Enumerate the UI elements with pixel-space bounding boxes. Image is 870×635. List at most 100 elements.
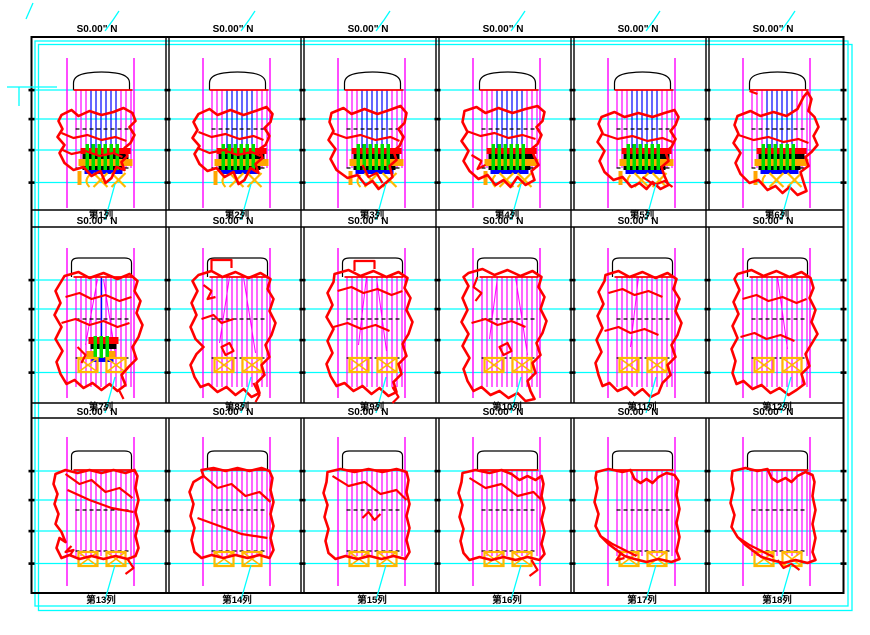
frame-tick	[840, 371, 847, 374]
excavation-line	[76, 346, 87, 364]
crack-line	[85, 278, 98, 346]
frame-tick	[299, 469, 306, 473]
excavation-line	[471, 317, 526, 329]
frame-tick	[434, 529, 441, 533]
excavation-line	[602, 132, 673, 144]
anchor-x	[498, 172, 515, 188]
excavation-line	[353, 259, 376, 271]
anchor-bar	[77, 171, 82, 185]
frame-tick	[164, 88, 171, 92]
anchor-box-x	[78, 551, 98, 567]
excavation-line	[742, 293, 807, 305]
frame-tick	[299, 148, 306, 152]
caption-第8列: 第8列	[225, 401, 249, 413]
green-bar	[109, 144, 113, 172]
frame-tick	[28, 562, 35, 565]
caption-第18列: 第18列	[762, 594, 792, 606]
frame-tick	[704, 469, 711, 473]
frame-tick	[28, 371, 35, 374]
frame-tick	[569, 88, 576, 92]
caption-第1列: 第1列	[89, 209, 113, 221]
green-bar	[374, 144, 378, 172]
excavation-line	[198, 130, 264, 142]
caption-leader	[510, 376, 522, 414]
excavation-outline	[189, 269, 277, 399]
frame-tick	[434, 338, 441, 342]
frame-tick	[434, 562, 441, 565]
frame-tick	[164, 338, 171, 342]
caption-leader	[510, 564, 522, 601]
frame-tick	[28, 278, 35, 282]
header-leader	[240, 10, 256, 32]
caption-leader	[104, 564, 116, 601]
anchor-box-x	[512, 357, 532, 373]
frame-tick	[164, 469, 171, 473]
caption-leader	[645, 376, 657, 414]
anchor-box-x	[754, 357, 774, 373]
excavation-outline	[322, 467, 411, 561]
frame-tick	[164, 562, 171, 565]
anchor-box	[646, 550, 668, 568]
detail-blue-band	[220, 170, 259, 174]
frame-tick	[704, 338, 711, 342]
anchor-box	[753, 356, 775, 374]
excavation-line	[202, 284, 216, 301]
crack-line	[219, 276, 230, 344]
anchor-box	[618, 356, 640, 374]
crack-line	[358, 276, 367, 346]
green-bar	[105, 336, 109, 362]
excavation-line	[67, 488, 134, 514]
excavation-line	[472, 276, 483, 302]
excavation-line	[202, 475, 272, 503]
frame-tick	[299, 88, 306, 92]
frame-tick	[704, 307, 711, 311]
tunnel-crown	[476, 257, 539, 277]
anchor-box	[781, 550, 803, 568]
anchor-bar	[213, 171, 218, 185]
green-bar	[91, 144, 95, 172]
excavation-line	[468, 477, 543, 501]
anchor-x	[786, 172, 803, 188]
excavation-outline	[730, 268, 819, 397]
tunnel-crown	[611, 257, 674, 277]
green-bar	[509, 144, 513, 172]
drawing-frame	[30, 36, 845, 594]
frame-tick	[569, 498, 576, 502]
caption-leader	[375, 376, 387, 414]
caption-第13列: 第13列	[86, 594, 116, 606]
frame-tick	[569, 148, 576, 152]
excavation-line	[337, 285, 403, 297]
tunnel-crown	[748, 71, 807, 90]
tunnel-crown	[341, 450, 404, 470]
panel-第7列	[53, 248, 144, 400]
green-bar	[632, 144, 636, 172]
tunnel-crown	[746, 257, 809, 277]
anchor-x	[246, 172, 263, 188]
anchor-box	[376, 356, 398, 374]
excavation-line	[65, 291, 132, 303]
excavation-outline	[460, 104, 546, 189]
excavation-outline	[188, 466, 275, 560]
green-bar	[85, 144, 89, 172]
panel-第14列	[188, 437, 275, 586]
excavation-outline	[191, 105, 274, 186]
caption-第2列: 第2列	[225, 209, 249, 221]
anchor-bar	[483, 171, 488, 185]
green-bar	[356, 144, 360, 172]
green-bar	[761, 144, 765, 172]
caption-leader	[375, 564, 387, 601]
excavation-line	[604, 325, 659, 337]
green-bar	[785, 144, 789, 172]
frame-tick	[164, 278, 171, 282]
excavation-line	[528, 559, 539, 577]
anchor-box-x	[242, 357, 262, 373]
frame-tick	[434, 148, 441, 152]
anchor-x	[92, 172, 109, 188]
panel-第3列	[327, 58, 408, 208]
caption-第14列: 第14列	[222, 594, 252, 606]
header-leader	[104, 10, 120, 32]
detail-blue-band	[760, 170, 799, 174]
tunnel-crown	[478, 71, 537, 90]
excavation-outline	[457, 468, 546, 562]
